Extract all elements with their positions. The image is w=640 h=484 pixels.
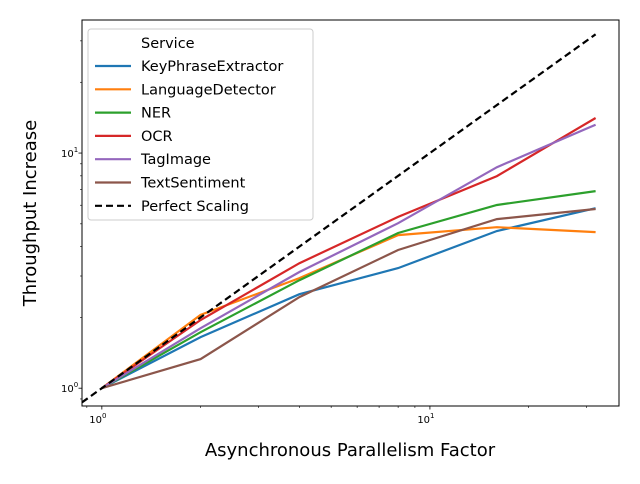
x-tick-label: 100 <box>89 412 106 426</box>
legend-entry: TextSentiment <box>95 176 246 192</box>
legend-label: TextSentiment <box>140 176 246 192</box>
series-line-ocr <box>101 117 597 390</box>
series-line-textsentiment <box>101 207 596 390</box>
y-tick-label: 101 <box>61 146 78 160</box>
legend-label: TagImage <box>140 152 211 168</box>
legend-entry: OCR <box>95 129 173 145</box>
series-line-tagimage <box>101 123 597 390</box>
legend: Service KeyPhraseExtractor LanguageDetect… <box>87 28 314 221</box>
ticks-layer: 100 101 100 101 <box>61 40 587 426</box>
y-axis-label: Throughput Increase <box>20 120 41 307</box>
legend-entry: Perfect Scaling <box>95 199 249 215</box>
legend-entry: LanguageDetector <box>95 82 276 98</box>
legend-entry: TagImage <box>95 152 211 168</box>
legend-entry: NER <box>95 106 171 122</box>
legend-box <box>87 28 314 221</box>
legend-label: LanguageDetector <box>141 82 276 98</box>
x-axis-label: Asynchronous Parallelism Factor <box>205 440 496 461</box>
series-line-perfect-scaling <box>82 33 597 404</box>
series-layer <box>82 33 597 404</box>
plot-frame <box>81 19 620 407</box>
legend-label: KeyPhraseExtractor <box>141 59 283 75</box>
series-line-ner <box>101 190 596 390</box>
series-line-keyphraseextractor <box>101 207 596 390</box>
legend-label: Perfect Scaling <box>141 199 249 215</box>
series-line-languagedetector <box>101 226 596 390</box>
y-tick-label: 100 <box>61 381 78 395</box>
legend-label: NER <box>141 106 171 122</box>
legend-entry: KeyPhraseExtractor <box>95 59 283 75</box>
legend-title: Service <box>141 36 195 52</box>
legend-label: OCR <box>141 129 173 145</box>
x-tick-label: 101 <box>417 412 434 426</box>
